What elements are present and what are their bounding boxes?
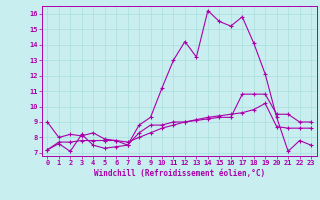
X-axis label: Windchill (Refroidissement éolien,°C): Windchill (Refroidissement éolien,°C) <box>94 169 265 178</box>
